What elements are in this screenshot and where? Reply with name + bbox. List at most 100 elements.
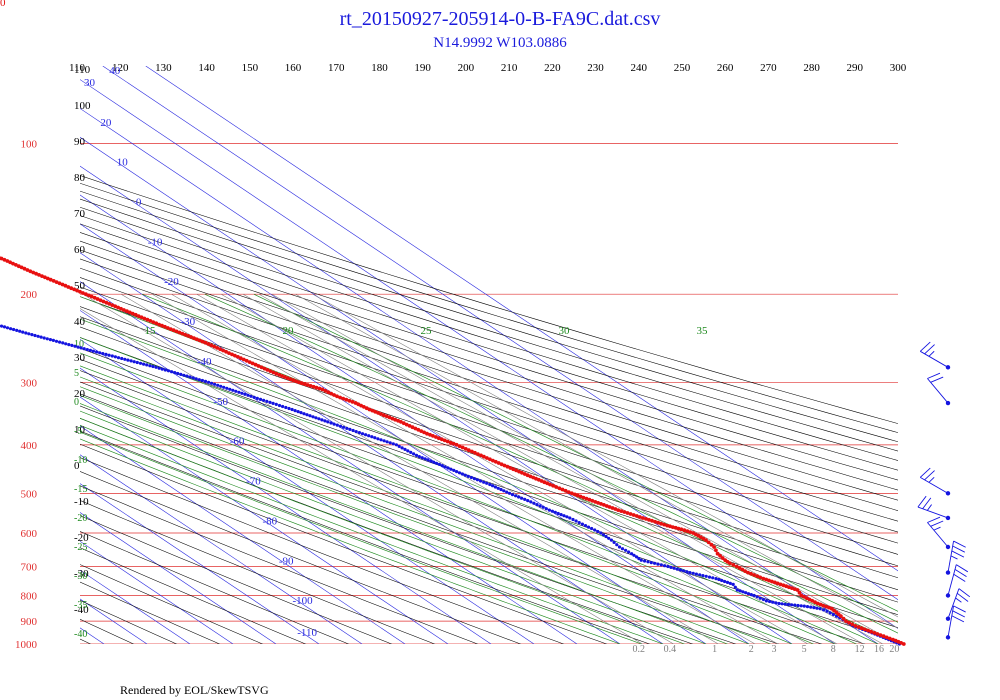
temperature-point (431, 434, 435, 438)
theta-left-label: 90 (74, 136, 86, 148)
moist-adiabat-label: 25 (421, 325, 433, 337)
dewpoint-point (520, 496, 524, 500)
dry-adiabat-line (80, 515, 393, 644)
temperature-point (277, 373, 282, 377)
temperature-point (752, 573, 756, 577)
dewpoint-point (649, 561, 653, 565)
moist-adiabat-line (141, 293, 898, 634)
dry-adiabat-line (80, 267, 898, 533)
dewpoint-point (771, 600, 775, 604)
temperature-point (613, 507, 618, 511)
temperature-point (22, 266, 27, 271)
temperature-point (650, 518, 654, 523)
temperature-point (493, 459, 498, 464)
temperature-point (0, 256, 4, 261)
wind-barb-flag (951, 550, 965, 558)
wind-barb-staff (947, 564, 957, 596)
mixing-ratio-label: 1 (712, 644, 717, 655)
chart-subtitle: N14.9992 W103.0886 (433, 35, 567, 51)
dewpoint-point (67, 343, 71, 347)
dewpoint-point (76, 345, 80, 349)
top-axis-label: 110 (69, 62, 86, 74)
theta-left-label: 50 (74, 280, 86, 292)
dewpoint-point (553, 510, 557, 514)
temperature-point (637, 515, 642, 519)
temperature-point (599, 502, 603, 506)
dewpoint-point (799, 604, 803, 608)
dewpoint-point (669, 565, 673, 570)
isotherm-line (80, 627, 105, 644)
temperature-point (69, 286, 74, 291)
dewpoint-point (113, 355, 117, 359)
dewpoint-point (466, 474, 470, 478)
temperature-point (619, 509, 624, 513)
dewpoint-point (634, 555, 639, 559)
temperature-point (496, 461, 501, 465)
dewpoint-point (348, 427, 352, 431)
temperature-point (160, 323, 164, 328)
temperature-point (113, 304, 118, 309)
mixing-ratio-label: 20 (889, 644, 899, 655)
dewpoint-point (342, 425, 346, 429)
temperature-point (659, 521, 663, 526)
temperature-point (758, 575, 763, 580)
temperature-point (723, 558, 728, 563)
temperature-point (259, 365, 264, 370)
temperature-point (439, 437, 444, 442)
temperature-point (473, 450, 477, 455)
moist-adiabat-label: -40 (74, 629, 87, 640)
dewpoint-point (234, 389, 238, 393)
dewpoint-point (691, 571, 695, 575)
dewpoint-point (354, 430, 358, 434)
dewpoint-point (502, 489, 506, 493)
dry-adiabat-line (80, 500, 436, 644)
dewpoint-point (446, 466, 450, 470)
temperature-point (731, 563, 736, 567)
dewpoint-point (482, 480, 486, 484)
dewpoint-point (33, 333, 37, 338)
dewpoint-point (293, 409, 297, 413)
grid-lines (80, 66, 898, 644)
dewpoint-point (98, 351, 102, 355)
isotherm-line (80, 512, 277, 644)
temperature-point (151, 320, 156, 324)
dewpoint-point (284, 405, 288, 410)
dewpoint-point (385, 440, 389, 444)
dewpoint-point (809, 605, 813, 609)
dewpoint-point (101, 352, 105, 356)
dewpoint-point (24, 331, 28, 335)
dewpoint-point (593, 528, 597, 532)
dewpoint-point (764, 599, 769, 603)
axis-labels: 110 120 130 140 150 160 170 180 190 200 210 220 230 2… (15, 62, 907, 655)
temperature-point (445, 439, 450, 444)
dry-adiabat-line (80, 175, 898, 424)
temperature-point (685, 529, 690, 533)
temperature-point (0, 255, 1, 259)
temperature-point (265, 368, 270, 372)
dewpoint-point (632, 553, 636, 557)
mixing-ratio-line (196, 293, 809, 644)
dewpoint-point (207, 380, 211, 384)
pressure-label: 200 (21, 289, 38, 301)
wind-barb-flag (930, 520, 944, 527)
dewpoint-point (265, 399, 269, 403)
dewpoint-point (510, 493, 515, 497)
temperature-point (581, 495, 586, 500)
mixing-ratio-line (271, 293, 898, 644)
dewpoint-point (397, 444, 401, 448)
dewpoint-point (475, 478, 480, 482)
dewpoint-point (210, 381, 214, 385)
temperature-point (54, 280, 59, 284)
temperature-point (247, 360, 252, 364)
temperature-point (215, 346, 220, 350)
temperature-point (647, 518, 651, 522)
moist-adiabat-label: -15 (74, 484, 87, 495)
dewpoint-point (452, 468, 456, 472)
wind-barb-flag (919, 341, 931, 352)
theta-left-label: -20 (74, 532, 89, 544)
dewpoint-point (620, 547, 625, 551)
dewpoint-point (403, 447, 407, 451)
temperature-point (436, 436, 441, 441)
dewpoint-point (556, 511, 560, 516)
top-axis-label: 200 (458, 62, 475, 74)
